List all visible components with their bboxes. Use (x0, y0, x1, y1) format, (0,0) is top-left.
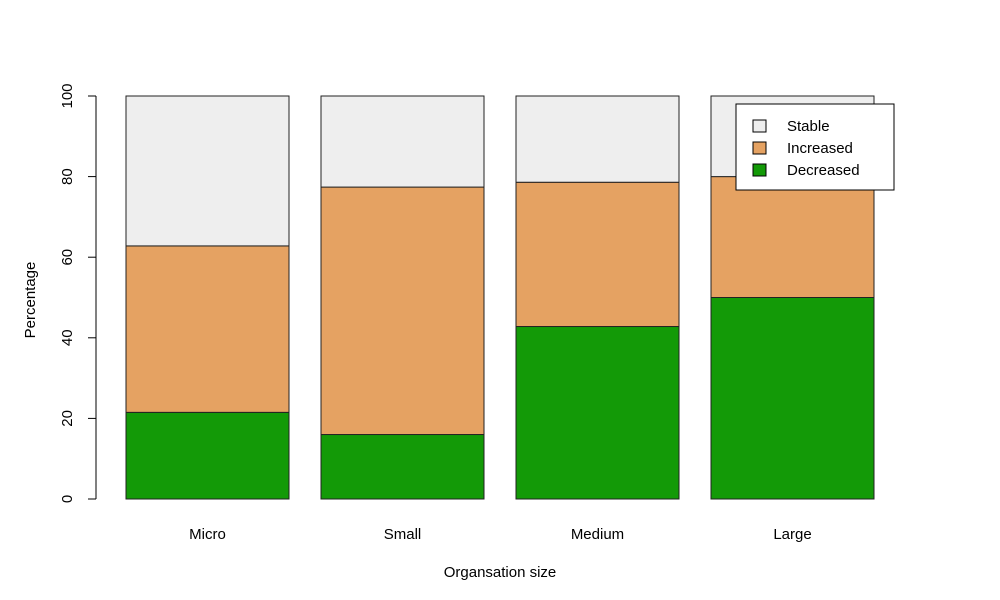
x-axis-label: Organsation size (444, 564, 557, 581)
bar-micro-decreased (125, 411, 290, 500)
y-tick-label-20: 20 (59, 410, 76, 427)
x-tick-label-large: Large (773, 526, 811, 543)
x-tick-label-medium: Medium (571, 526, 624, 543)
legend-label-stable: Stable (787, 118, 830, 135)
bar-medium-decreased (515, 326, 680, 500)
y-tick-label-100: 100 (59, 83, 76, 108)
legend: Stable Increased Decreased (735, 103, 895, 191)
bar-micro-stable (125, 95, 290, 247)
bar-micro-increased (125, 245, 290, 413)
y-axis: 0 20 40 60 80 100 (59, 83, 97, 503)
x-tick-label-small: Small (384, 526, 422, 543)
bar-large-decreased (710, 297, 875, 500)
bar-small-increased (320, 186, 485, 436)
x-tick-labels: Micro Small Medium Large (189, 526, 812, 543)
bar-small-decreased (320, 434, 485, 500)
bar-medium-stable (515, 95, 680, 183)
y-tick-label-60: 60 (59, 249, 76, 266)
y-axis-label: Percentage (22, 262, 39, 339)
bar-large-increased (710, 176, 875, 299)
bar-medium-increased (515, 181, 680, 328)
y-tick-label-80: 80 (59, 168, 76, 185)
y-tick-label-40: 40 (59, 329, 76, 346)
y-tick-label-0: 0 (59, 495, 76, 503)
bars-layer (125, 95, 875, 500)
legend-swatch-increased (752, 141, 767, 155)
legend-label-decreased: Decreased (787, 162, 860, 179)
bar-small-stable (320, 95, 485, 188)
x-tick-label-micro: Micro (189, 526, 226, 543)
legend-swatch-decreased (752, 163, 767, 177)
legend-swatch-stable (752, 119, 767, 133)
legend-label-increased: Increased (787, 140, 853, 157)
